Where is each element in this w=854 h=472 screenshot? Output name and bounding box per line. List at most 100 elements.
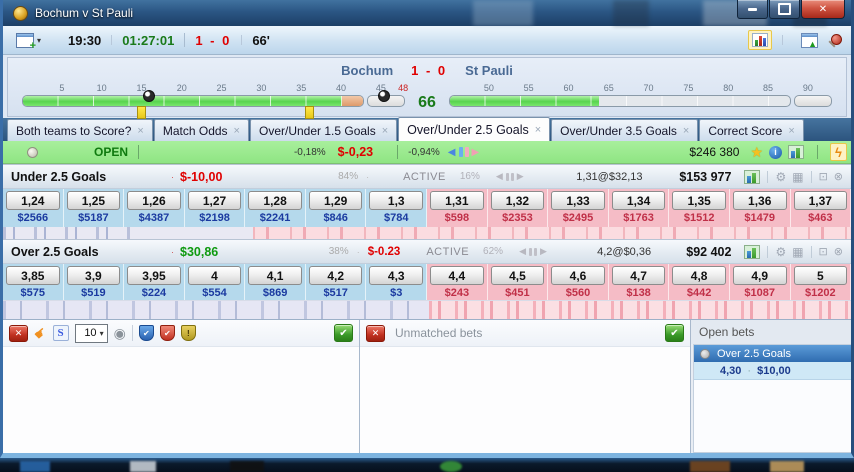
favorite-star-icon[interactable]: ★ <box>750 143 763 160</box>
price-button[interactable]: 1,28 <box>248 191 302 210</box>
price-button[interactable]: 1,35 <box>672 191 726 210</box>
price-button[interactable]: 3,95 <box>127 266 181 285</box>
shield-red-icon[interactable]: ✔ <box>159 325 175 341</box>
tab-over-under-35[interactable]: Over/Under 3.5 Goals × <box>551 119 699 141</box>
ladder-icon[interactable]: ▦ <box>792 169 804 184</box>
pause-icon[interactable] <box>528 247 537 256</box>
tab-close-icon[interactable]: × <box>788 124 795 137</box>
step-forward-icon[interactable]: ▶ <box>516 171 524 181</box>
selection-chart-icon[interactable] <box>744 169 761 184</box>
step-forward-icon[interactable]: ▶ <box>471 146 480 158</box>
open-bet-market-row[interactable]: Over 2.5 Goals <box>694 345 851 362</box>
price-button[interactable]: 4 <box>187 266 242 285</box>
price-cell[interactable]: 1,33 $2495 <box>548 189 609 227</box>
price-cell[interactable]: 3,95 $224 <box>124 264 185 300</box>
price-button[interactable]: 1,3 <box>369 191 424 210</box>
price-cell[interactable]: 4,5 $451 <box>487 264 549 300</box>
cancel-unmatched-button[interactable]: ✕ <box>366 324 385 342</box>
price-cell[interactable]: 4,3 $3 <box>366 264 428 300</box>
tab-close-icon[interactable]: × <box>381 124 389 137</box>
price-cell[interactable]: 5 $1202 <box>790 264 852 300</box>
stake-value[interactable]: 10 <box>84 327 97 339</box>
price-button[interactable]: 1,33 <box>551 191 605 210</box>
price-button[interactable]: 4,6 <box>551 266 605 285</box>
price-cell[interactable]: 1,31 $598 <box>427 189 488 227</box>
price-cell[interactable]: 1,29 $846 <box>305 189 367 227</box>
price-cell[interactable]: 4,6 $560 <box>548 264 609 300</box>
chart-view-button[interactable] <box>748 30 772 50</box>
maximize-button[interactable] <box>769 0 800 19</box>
price-cell[interactable]: 4,1 $869 <box>245 264 306 300</box>
cancel-all-button[interactable]: ✕ <box>9 324 28 342</box>
remove-row-icon[interactable]: ⊗ <box>833 246 843 258</box>
pause-icon[interactable] <box>458 147 469 157</box>
stop-loss-icon[interactable]: S <box>52 325 69 341</box>
price-button[interactable]: 1,24 <box>6 191 60 210</box>
tab-match-odds[interactable]: Match Odds × <box>153 119 249 141</box>
tab-over-under-25[interactable]: Over/Under 2.5 Goals × <box>398 117 551 141</box>
price-cell[interactable]: 3,85 $575 <box>3 264 64 300</box>
chevron-down-icon[interactable]: ▾ <box>99 328 104 338</box>
step-back-icon[interactable]: ◀ <box>495 171 503 181</box>
price-button[interactable]: 4,9 <box>732 266 787 285</box>
price-cell[interactable]: 1,35 $1512 <box>669 189 730 227</box>
expand-toggle-icon[interactable]: ⊡ <box>818 246 828 258</box>
price-button[interactable]: 4,7 <box>611 266 666 285</box>
price-cell[interactable]: 1,25 $5187 <box>63 189 125 227</box>
ladder-icon[interactable]: ▦ <box>792 244 804 259</box>
price-button[interactable]: 4,1 <box>248 266 302 285</box>
price-button[interactable]: 1,29 <box>308 191 363 210</box>
price-button[interactable]: 1,34 <box>611 191 666 210</box>
tab-close-icon[interactable]: × <box>137 124 144 137</box>
quick-bet-toggle[interactable]: ϟ <box>830 143 847 161</box>
tab-both-teams-to-score[interactable]: Both teams to Score? × <box>7 119 153 141</box>
price-button[interactable]: 1,37 <box>793 191 848 210</box>
price-button[interactable]: 5 <box>793 266 848 285</box>
price-cell[interactable]: 1,26 $4387 <box>124 189 185 227</box>
price-cell[interactable]: 4,8 $442 <box>669 264 730 300</box>
price-button[interactable]: 3,85 <box>6 266 60 285</box>
stop-button-icon[interactable]: ◉ <box>113 325 126 341</box>
minimize-button[interactable] <box>737 0 768 19</box>
price-cell[interactable]: 1,37 $463 <box>790 189 852 227</box>
second-half-timeline[interactable]: 50 55 60 65 70 75 80 85 90 <box>449 82 832 114</box>
step-forward-icon[interactable]: ▶ <box>539 246 547 256</box>
pause-icon[interactable] <box>505 172 514 181</box>
price-cell[interactable]: 1,32 $2353 <box>487 189 549 227</box>
stake-input[interactable]: 10 ▾ <box>74 323 108 343</box>
confirm-button[interactable]: ✔ <box>665 324 684 342</box>
price-button[interactable]: 3,9 <box>66 266 121 285</box>
shield-warning-icon[interactable]: ! <box>180 325 196 341</box>
price-cell[interactable]: 1,28 $2241 <box>245 189 306 227</box>
pin-button[interactable] <box>828 33 843 48</box>
price-button[interactable]: 4,8 <box>672 266 726 285</box>
price-cell[interactable]: 4,7 $138 <box>608 264 670 300</box>
price-cell[interactable]: 1,27 $2198 <box>184 189 246 227</box>
hand-cursor-icon[interactable]: ☛ <box>30 322 51 344</box>
price-cell[interactable]: 4 $554 <box>184 264 246 300</box>
price-cell[interactable]: 4,2 $517 <box>305 264 367 300</box>
tab-correct-score[interactable]: Correct Score × <box>699 119 804 141</box>
tools-icon[interactable]: ⚙ <box>775 244 787 259</box>
price-button[interactable]: 4,5 <box>490 266 545 285</box>
price-cell[interactable]: 1,36 $1479 <box>729 189 791 227</box>
price-cell[interactable]: 1,24 $2566 <box>3 189 64 227</box>
close-button[interactable]: ✕ <box>801 0 845 19</box>
expand-toggle-icon[interactable]: ⊡ <box>818 171 828 183</box>
selection-chart-icon[interactable] <box>744 244 761 259</box>
confirm-button[interactable]: ✔ <box>334 324 353 342</box>
price-button[interactable]: 4,3 <box>369 266 424 285</box>
tab-close-icon[interactable]: × <box>534 123 542 136</box>
info-icon[interactable]: i <box>769 145 782 159</box>
step-back-icon[interactable]: ◀ <box>447 146 456 158</box>
tab-over-under-15[interactable]: Over/Under 1.5 Goals × <box>249 119 398 141</box>
price-button[interactable]: 4,2 <box>308 266 363 285</box>
popout-button[interactable]: ▲ <box>801 32 818 48</box>
tab-close-icon[interactable]: × <box>682 124 690 137</box>
first-half-timeline[interactable]: 5 10 15 20 25 30 35 40 45 48 <box>22 82 408 119</box>
price-button[interactable]: 1,25 <box>66 191 121 210</box>
new-window-button[interactable]: + ▾ <box>11 30 46 52</box>
price-cell[interactable]: 1,3 $784 <box>366 189 428 227</box>
tools-icon[interactable]: ⚙ <box>775 169 787 184</box>
price-button[interactable]: 1,32 <box>490 191 545 210</box>
